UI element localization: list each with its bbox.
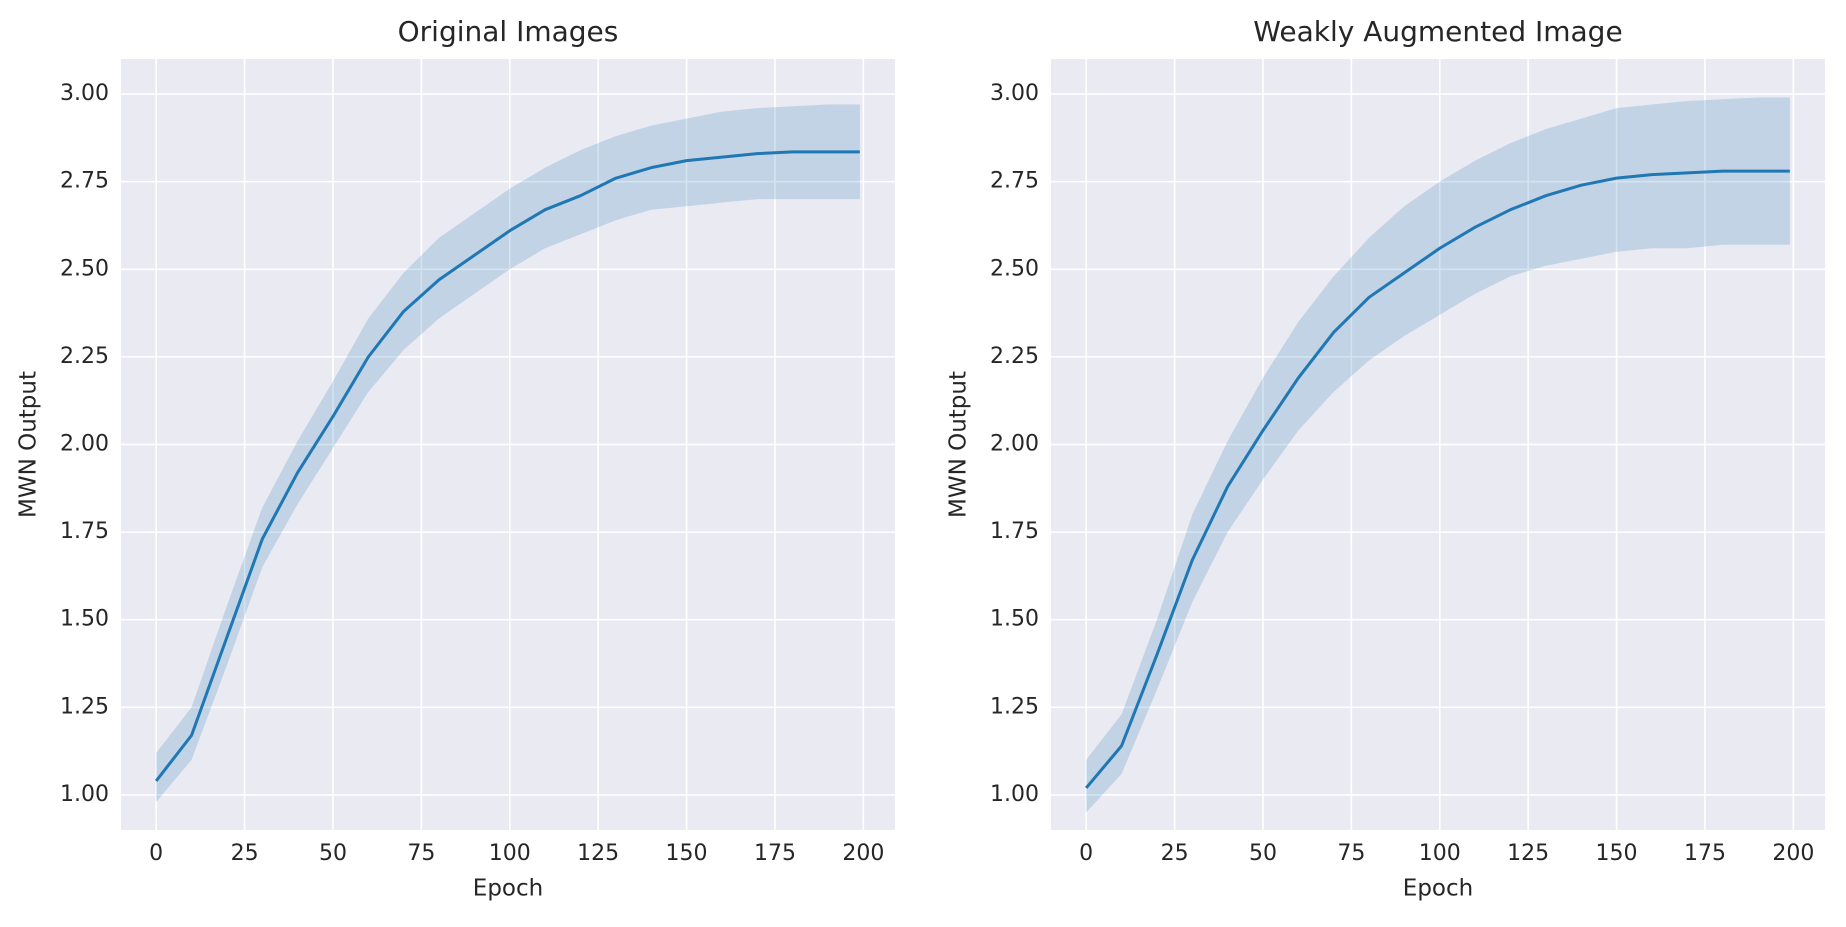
x-tick-label: 125 — [1507, 841, 1549, 866]
subplot: 1.00 1.25 1.50 1.75 2.00 2.25 2.50 2.75 3.00 0 25 5… — [16, 15, 895, 902]
x-axis-label: Epoch — [473, 876, 543, 902]
y-tick-label: 1.75 — [990, 519, 1039, 544]
x-tick-label: 75 — [407, 841, 435, 866]
x-tick-label: 150 — [666, 841, 708, 866]
y-tick-label: 2.00 — [60, 432, 109, 457]
y-tick-label: 1.00 — [60, 782, 109, 807]
x-tick-label: 175 — [754, 841, 796, 866]
x-tick-label: 0 — [1079, 841, 1093, 866]
y-tick-label: 1.75 — [60, 519, 109, 544]
x-tick-label: 50 — [1249, 841, 1277, 866]
x-tick-label: 125 — [577, 841, 619, 866]
y-tick-label: 1.00 — [990, 782, 1039, 807]
y-tick-label: 1.50 — [60, 607, 109, 632]
x-tick-label: 100 — [489, 841, 531, 866]
y-tick-label: 1.50 — [990, 607, 1039, 632]
chart-title: Original Images — [398, 15, 619, 48]
y-tick-label: 2.50 — [60, 256, 109, 281]
x-tick-label: 50 — [319, 841, 347, 866]
mean-line — [1085, 169, 1790, 789]
y-axis-label: MWN Output — [946, 371, 972, 518]
x-axis-label: Epoch — [1403, 876, 1473, 902]
y-tick-label: 1.25 — [990, 694, 1039, 719]
x-tick-label: 25 — [1161, 841, 1189, 866]
confidence-band — [156, 104, 860, 802]
y-tick-label: 2.75 — [60, 169, 109, 194]
x-tick-label: 0 — [149, 841, 163, 866]
subplot: 1.00 1.25 1.50 1.75 2.00 2.25 2.50 2.75 3.00 0 25 5… — [946, 15, 1825, 902]
y-tick-label: 2.25 — [990, 344, 1039, 369]
y-tick-label: 3.00 — [60, 81, 109, 106]
y-tick-label: 2.00 — [990, 432, 1039, 457]
x-tick-label: 200 — [842, 841, 884, 866]
x-tick-label: 25 — [231, 841, 259, 866]
mean-line — [154, 150, 860, 782]
chart-title: Weakly Augmented Image — [1253, 15, 1622, 48]
y-tick-label: 3.00 — [990, 81, 1039, 106]
y-tick-label: 2.25 — [60, 344, 109, 369]
x-tick-label: 175 — [1684, 841, 1726, 866]
x-tick-label: 150 — [1596, 841, 1638, 866]
x-tick-label: 100 — [1419, 841, 1461, 866]
y-tick-label: 2.75 — [990, 169, 1039, 194]
x-tick-label: 200 — [1772, 841, 1814, 866]
y-axis-label: MWN Output — [16, 371, 42, 518]
y-tick-label: 1.25 — [60, 694, 109, 719]
x-tick-label: 75 — [1337, 841, 1365, 866]
y-tick-label: 2.50 — [990, 256, 1039, 281]
confidence-band — [1086, 97, 1790, 813]
